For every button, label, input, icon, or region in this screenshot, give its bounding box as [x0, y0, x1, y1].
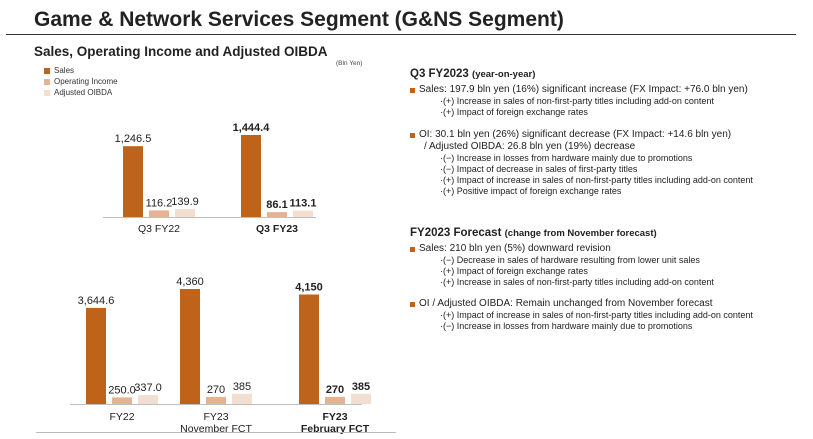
q3-oi-continuation: / Adjusted OIBDA: 26.8 bln yen (19%) dec… [424, 141, 636, 152]
bar-adjusted-oibda [175, 209, 195, 217]
data-label-sales: 1,444.4 [233, 122, 271, 134]
list-item: ·(+) Impact of increase in sales of non-… [440, 175, 753, 185]
page-title: Game & Network Services Segment (G&NS Se… [34, 8, 564, 31]
commentary-panel: Q3 FY2023 (year-on-year) Sales: 197.9 bl… [410, 68, 810, 332]
list-item: ·(+) Increase in sales of non-first-part… [440, 96, 714, 106]
chart-legend: Sales Operating Income Adjusted OIBDA [44, 65, 118, 98]
q3-heading: Q3 FY2023 (year-on-year) [410, 68, 810, 80]
data-label-operating-income: 270 [207, 384, 225, 396]
chart-subtitle: Sales, Operating Income and Adjusted OIB… [34, 44, 328, 59]
forecast-heading-paren: (change from November forecast) [504, 228, 657, 239]
bar-sales [123, 146, 143, 217]
title-divider [6, 34, 796, 35]
bar-operating-income [112, 397, 132, 404]
data-label-operating-income: 270 [326, 384, 344, 396]
list-item: ·(+) Impact of foreign exchange rates [440, 107, 588, 117]
forecast-oi-subs: ·(+) Impact of increase in sales of non-… [410, 310, 810, 332]
data-label-adjusted-oibda: 385 [233, 381, 251, 393]
forecast-sales-bullet: Sales: 210 bln yen (5%) downward revisio… [410, 243, 810, 255]
list-item: ·(+) Positive impact of foreign exchange… [440, 186, 622, 196]
bar-adjusted-oibda [293, 210, 313, 217]
data-label-operating-income: 250.0 [108, 384, 136, 396]
legend-swatch-adjusted-oibda [44, 89, 50, 96]
data-label-adjusted-oibda: 139.9 [171, 196, 199, 208]
list-item: ·(−) Decrease in sales of hardware resul… [440, 255, 700, 265]
data-label-sales: 4,360 [176, 276, 204, 288]
data-label-sales: 3,644.6 [78, 295, 115, 307]
bar-adjusted-oibda [351, 393, 371, 404]
q3-oi-subs: ·(−) Increase in losses from hardware ma… [410, 153, 810, 197]
bottom-divider [36, 432, 396, 433]
q3-heading-text: Q3 FY2023 [410, 68, 469, 80]
q3-heading-paren: (year-on-year) [472, 69, 536, 80]
category-label: FY23 [203, 411, 228, 423]
legend-item-adjusted-oibda: Adjusted OIBDA [44, 87, 118, 98]
bar-sales [86, 307, 106, 404]
legend-label-sales: Sales [54, 66, 75, 75]
bar-operating-income [149, 210, 169, 217]
legend-item-operating-income: Operating Income [44, 76, 118, 87]
forecast-sales-subs: ·(−) Decrease in sales of hardware resul… [410, 255, 810, 288]
category-label: February FCT [301, 423, 370, 435]
bar-adjusted-oibda [232, 393, 252, 404]
data-label-adjusted-oibda: 337.0 [134, 382, 162, 394]
forecast-heading-text: FY2023 Forecast [410, 227, 502, 239]
forecast-heading: FY2023 Forecast (change from November fo… [410, 227, 810, 239]
list-item: ·(+) Increase in sales of non-first-part… [440, 277, 714, 287]
legend-swatch-operating-income [44, 78, 50, 85]
q3-sales-bullet: Sales: 197.9 bln yen (16%) significant i… [410, 84, 810, 96]
bar-sales [180, 289, 200, 404]
bar-sales [241, 135, 261, 217]
legend-label-operating-income: Operating Income [54, 77, 118, 86]
q3-sales-subs: ·(+) Increase in sales of non-first-part… [410, 96, 810, 118]
bar-adjusted-oibda [138, 395, 158, 404]
unit-label: (Bln Yen) [336, 60, 363, 67]
list-item: ·(−) Increase in losses from hardware ma… [440, 321, 693, 331]
data-label-adjusted-oibda: 113.1 [290, 198, 317, 210]
q3-oi-bullet: OI: 30.1 bln yen (26%) significant decre… [410, 129, 810, 141]
bar-sales [299, 294, 319, 404]
forecast-oi-bullet: OI / Adjusted OIBDA: Remain unchanged fr… [410, 298, 810, 310]
data-label-sales: 1,246.5 [115, 133, 152, 145]
list-item: ·(−) Increase in losses from hardware ma… [440, 153, 693, 163]
data-label-operating-income: 116.2 [146, 197, 173, 209]
category-label: Q3 FY22 [138, 223, 180, 235]
category-label: FY23 [322, 411, 347, 423]
data-label-sales: 4,150 [295, 282, 323, 294]
category-label: FY22 [109, 411, 134, 423]
bar-operating-income [267, 212, 287, 217]
legend-swatch-sales [44, 67, 50, 74]
bar-operating-income [206, 396, 226, 404]
data-label-operating-income: 86.1 [266, 199, 287, 211]
bar-operating-income [325, 396, 345, 404]
category-label: November FCT [180, 423, 252, 435]
legend-item-sales: Sales [44, 65, 118, 76]
list-item: ·(+) Impact of foreign exchange rates [440, 266, 588, 276]
data-label-adjusted-oibda: 385 [352, 381, 370, 393]
category-label: Q3 FY23 [256, 223, 298, 235]
list-item: ·(−) Impact of decrease in sales of firs… [440, 164, 638, 174]
list-item: ·(+) Impact of increase in sales of non-… [440, 310, 753, 320]
legend-label-adjusted-oibda: Adjusted OIBDA [54, 88, 113, 97]
